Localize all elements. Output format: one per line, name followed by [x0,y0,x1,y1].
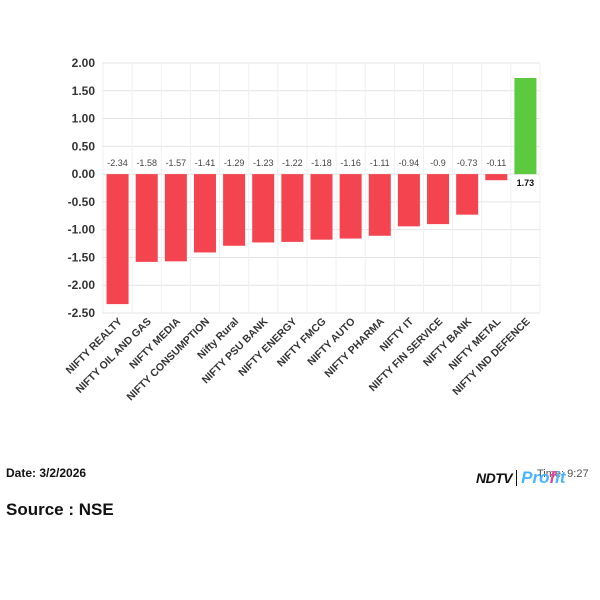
bar-nifty-bank [456,174,479,215]
data-label: -1.58 [136,158,157,168]
ndtv-logo-text: NDTV [476,470,513,486]
y-tick-label: 2.00 [72,56,96,70]
data-label: -1.23 [253,158,274,168]
ndtv-profit-logo: NDTV Profit [476,468,566,488]
date-label: Date: 3/2/2026 [6,466,87,480]
bar-nifty-rural [223,174,246,246]
bar-nifty-energy [281,174,304,242]
data-label: -1.29 [224,158,245,168]
bar-nifty-fin-service [427,174,450,225]
data-label: -0.94 [399,158,420,168]
bar-nifty-oil-and-gas [135,174,158,262]
bars [106,78,537,305]
y-tick-label: 1.00 [72,112,96,126]
y-tick-label: 0.50 [72,139,96,153]
y-tick-label: -1.50 [68,250,96,264]
logo-divider [516,470,518,486]
bar-nifty-psu-bank [252,174,275,243]
bar-nifty-realty [106,174,129,305]
bar-chart: 2.00 1.50 1.00 0.50 0.00 -0.50 -1.00 -1.50 -2.00… [64,56,541,403]
data-label: -1.18 [311,158,332,168]
source-label: Source : NSE [6,500,114,519]
y-tick-label: -2.00 [68,278,96,292]
data-label: -0.9 [430,158,446,168]
bar-nifty-auto [339,174,362,239]
bar-nifty-fmcg [310,174,333,240]
y-tick-label: 0.00 [72,167,96,181]
y-tick-label: -2.50 [68,306,96,320]
bar-nifty-ind-defence [514,78,537,175]
time-label: Time: 9:27 [537,468,589,480]
bar-nifty-media [164,174,187,262]
data-label: -1.41 [195,158,216,168]
data-label: -2.34 [107,158,128,168]
data-label: -1.22 [282,158,303,168]
data-label: -1.16 [340,158,361,168]
bar-nifty-metal [485,174,508,181]
data-labels: -2.34 -1.58 -1.57 -1.41 -1.29 -1.23 -1.22 -1.18… [107,158,534,188]
bar-nifty-consumption [193,174,216,253]
data-label: -1.57 [166,158,187,168]
data-label: -0.73 [457,158,478,168]
y-tick-label: -1.00 [68,223,96,237]
data-label: 1.73 [517,178,535,188]
data-label: -0.11 [486,158,506,168]
y-tick-label: -0.50 [68,195,96,209]
y-axis-ticks: 2.00 1.50 1.00 0.50 0.00 -0.50 -1.00 -1.50 -2.00… [68,56,96,320]
bar-nifty-it [397,174,420,227]
profit-logo-text: Profit [521,468,566,487]
bar-nifty-pharma [368,174,391,236]
data-label: -1.11 [370,158,390,168]
y-tick-label: 1.50 [72,84,96,98]
